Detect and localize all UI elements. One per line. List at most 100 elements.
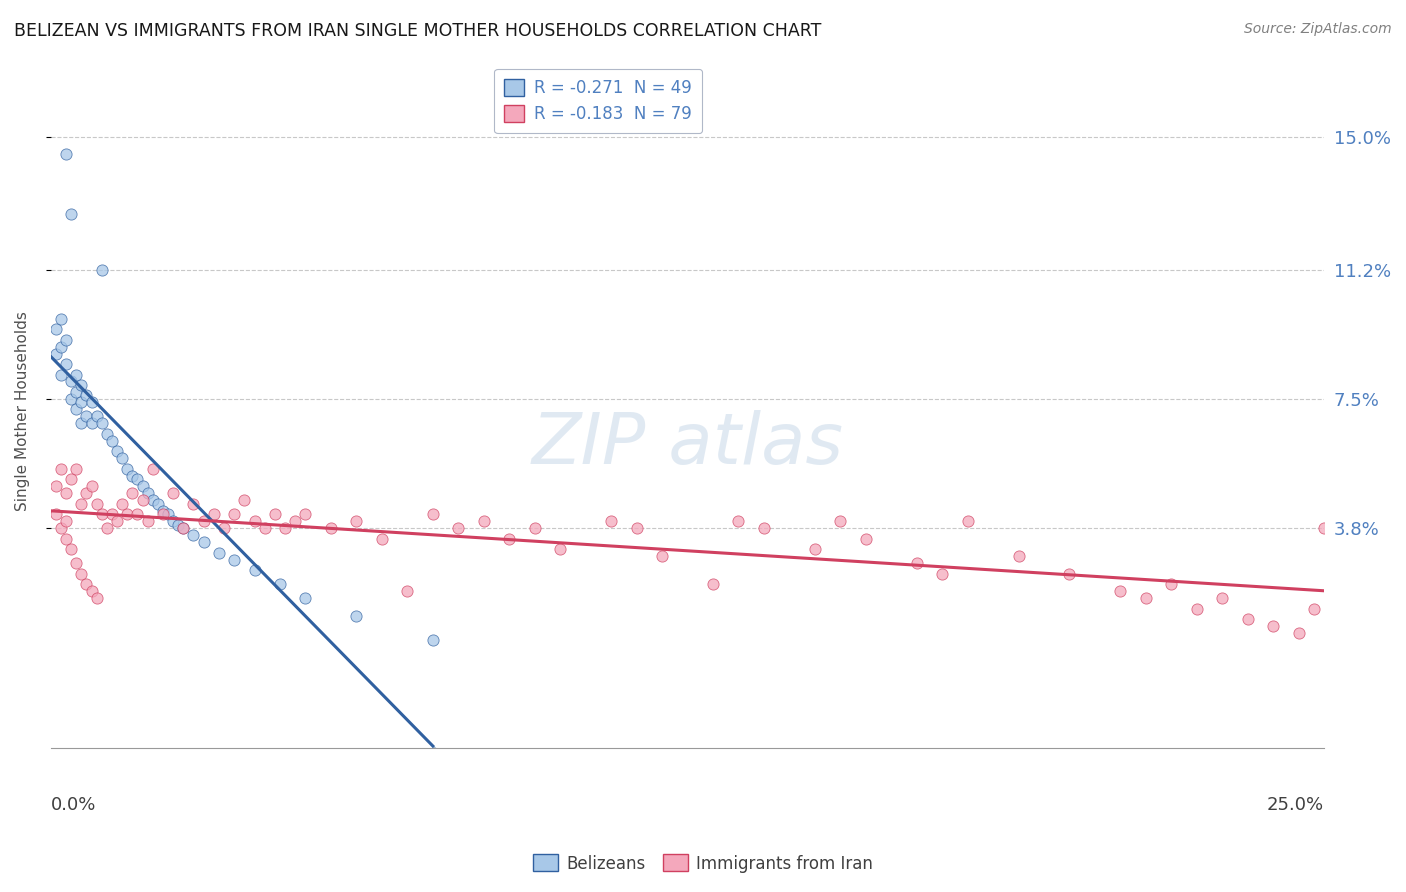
Point: [115, 462, 138, 476]
Point: [264, 508, 287, 522]
Point: [136, 486, 159, 500]
Point: [600, 514, 623, 528]
Point: [86, 591, 108, 606]
Point: [45, 322, 67, 336]
Text: Source: ZipAtlas.com: Source: ZipAtlas.com: [1244, 22, 1392, 37]
Point: [931, 566, 953, 581]
Point: [274, 521, 297, 535]
Point: [55, 357, 77, 371]
Point: [319, 521, 342, 535]
Point: [55, 486, 77, 500]
Point: [131, 493, 153, 508]
Point: [105, 514, 128, 528]
Point: [60, 542, 83, 557]
Point: [76, 577, 98, 591]
Point: [60, 207, 83, 221]
Point: [101, 434, 124, 448]
Point: [193, 514, 215, 528]
Point: [183, 497, 205, 511]
Point: [115, 508, 138, 522]
Point: [626, 521, 648, 535]
Point: [76, 486, 98, 500]
Point: [498, 532, 520, 546]
Point: [193, 535, 215, 549]
Point: [49, 462, 72, 476]
Point: [111, 497, 134, 511]
Legend: R = -0.271  N = 49, R = -0.183  N = 79: R = -0.271 N = 49, R = -0.183 N = 79: [495, 69, 702, 134]
Text: ZIP atlas: ZIP atlas: [531, 410, 844, 479]
Point: [243, 563, 266, 577]
Point: [1313, 521, 1336, 535]
Point: [70, 417, 93, 431]
Point: [90, 508, 112, 522]
Point: [212, 521, 235, 535]
Point: [294, 508, 316, 522]
Point: [422, 633, 444, 648]
Point: [1185, 601, 1208, 615]
Point: [70, 566, 93, 581]
Point: [111, 451, 134, 466]
Point: [45, 508, 67, 522]
Point: [80, 479, 103, 493]
Point: [156, 508, 179, 522]
Point: [472, 514, 495, 528]
Point: [80, 584, 103, 599]
Point: [523, 521, 546, 535]
Point: [105, 444, 128, 458]
Point: [284, 514, 307, 528]
Point: [1059, 566, 1081, 581]
Point: [1135, 591, 1157, 606]
Point: [294, 591, 316, 606]
Point: [855, 532, 877, 546]
Point: [90, 262, 112, 277]
Point: [224, 553, 246, 567]
Point: [136, 514, 159, 528]
Point: [1109, 584, 1132, 599]
Point: [101, 508, 124, 522]
Point: [162, 514, 184, 528]
Point: [55, 147, 77, 161]
Point: [65, 384, 87, 399]
Point: [49, 311, 72, 326]
Text: 0.0%: 0.0%: [51, 796, 96, 814]
Point: [804, 542, 827, 557]
Point: [121, 468, 143, 483]
Point: [172, 521, 194, 535]
Point: [76, 409, 98, 424]
Point: [60, 472, 83, 486]
Point: [80, 395, 103, 409]
Point: [202, 508, 225, 522]
Point: [152, 504, 174, 518]
Point: [702, 577, 724, 591]
Point: [96, 426, 118, 441]
Point: [49, 521, 72, 535]
Point: [1211, 591, 1233, 606]
Point: [45, 479, 67, 493]
Point: [208, 546, 231, 560]
Point: [86, 409, 108, 424]
Point: [371, 532, 394, 546]
Point: [96, 521, 118, 535]
Point: [1160, 577, 1182, 591]
Point: [152, 508, 174, 522]
Point: [162, 486, 184, 500]
Point: [1288, 626, 1310, 640]
Point: [172, 521, 194, 535]
Point: [76, 388, 98, 402]
Point: [90, 417, 112, 431]
Point: [752, 521, 775, 535]
Point: [1236, 612, 1258, 626]
Point: [49, 340, 72, 354]
Point: [1303, 601, 1326, 615]
Point: [55, 333, 77, 347]
Point: [65, 556, 87, 570]
Point: [127, 508, 149, 522]
Point: [1263, 619, 1285, 633]
Point: [45, 346, 67, 360]
Point: [70, 378, 93, 392]
Point: [727, 514, 749, 528]
Point: [548, 542, 571, 557]
Legend: Belizeans, Immigrants from Iran: Belizeans, Immigrants from Iran: [527, 847, 879, 880]
Point: [55, 514, 77, 528]
Point: [243, 514, 266, 528]
